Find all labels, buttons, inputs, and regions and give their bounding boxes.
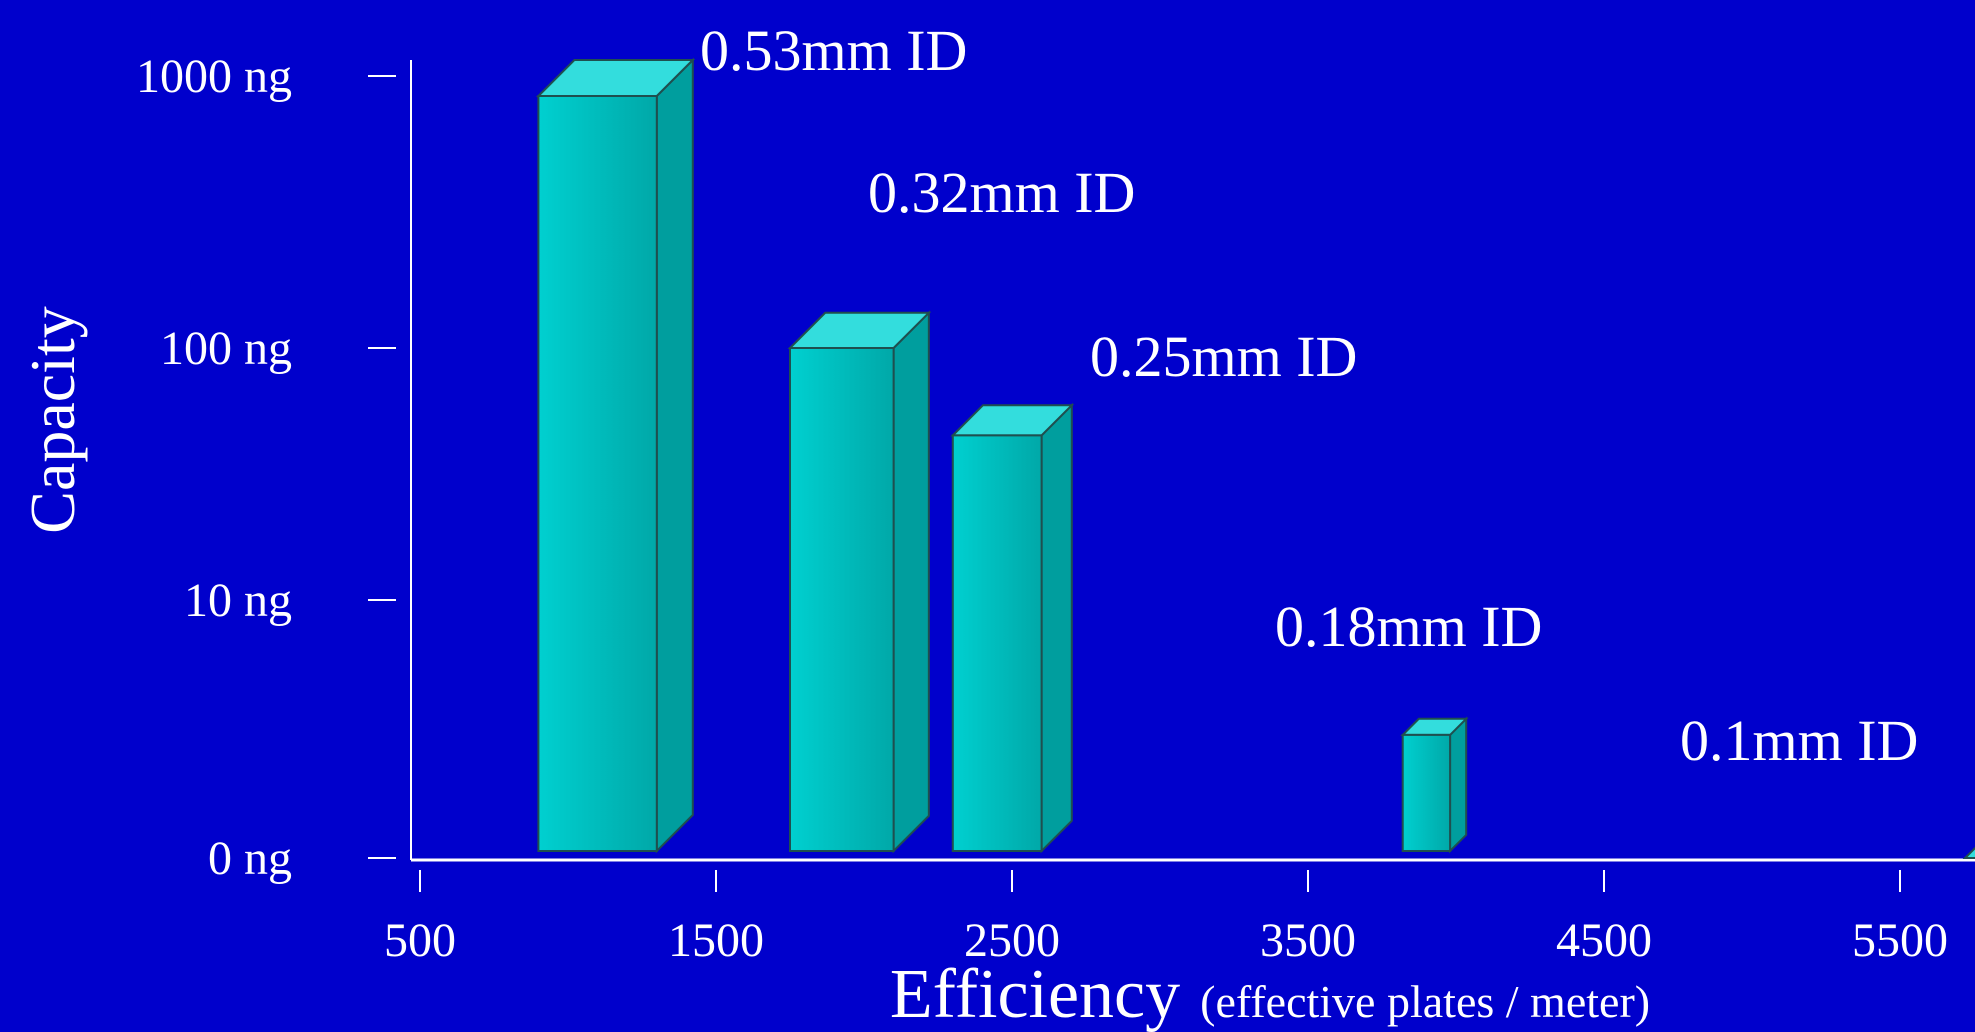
y-tick-label: 1000 ng: [136, 50, 292, 103]
x-axis-title: Efficiency (effective plates / meter): [890, 956, 1650, 1032]
y-tick-label: 10 ng: [184, 574, 292, 627]
bar-label-0-32mm-id: 0.32mm ID: [868, 160, 1135, 225]
x-tick-label: 5500: [1852, 914, 1948, 967]
bar-label-0-25mm-id: 0.25mm ID: [1090, 324, 1357, 389]
x-tick-label: 500: [384, 914, 456, 967]
x-tick-label: 2500: [964, 914, 1060, 967]
x-axis-title-sub: (effective plates / meter): [1200, 976, 1650, 1027]
bar-0-25mm-id: [950, 402, 1075, 854]
bar-side: [655, 57, 694, 854]
x-tick-label: 1500: [668, 914, 764, 967]
bars: 0.53mm ID 0.32mm ID 0.25mm ID 0.18mm ID 0.1m…: [535, 18, 1975, 859]
bar-side: [892, 310, 930, 854]
x-axis-title-main: Efficiency: [890, 956, 1180, 1032]
bar-side: [1040, 402, 1073, 854]
bar-top: [1962, 846, 1975, 859]
bar-front: [951, 434, 1043, 852]
bar-label-0-53mm-id: 0.53mm ID: [700, 18, 967, 83]
bar-0-32mm-id: [787, 310, 932, 854]
bar-0-1mm-id: [1962, 846, 1975, 859]
y-ticks: 0 ng 10 ng 100 ng 1000 ng: [136, 50, 396, 885]
y-tick-label: 100 ng: [160, 322, 292, 375]
bar-front: [789, 347, 895, 852]
bar-side: [1449, 716, 1468, 854]
bar-front: [537, 95, 658, 852]
bar-0-53mm-id: [535, 57, 696, 854]
bar-label-0-18mm-id: 0.18mm ID: [1275, 594, 1542, 659]
bar-front: [1401, 733, 1452, 852]
x-ticks: 500 1500 2500 3500 4500 5500: [384, 870, 1948, 967]
x-tick-label: 3500: [1260, 914, 1356, 967]
bar-0-18mm-id: [1400, 716, 1469, 854]
x-tick-label: 4500: [1556, 914, 1652, 967]
y-axis-title: Capacity: [17, 306, 88, 533]
bar-label-0-1mm-id: 0.1mm ID: [1680, 708, 1918, 773]
y-tick-label: 0 ng: [208, 832, 292, 885]
